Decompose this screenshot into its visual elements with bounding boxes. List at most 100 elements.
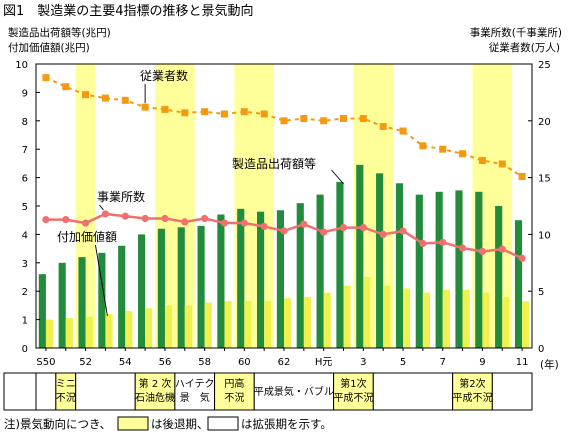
- bar-shipments-10: [495, 206, 503, 348]
- bar-value-added-9: [482, 292, 490, 348]
- x-tick-11: 11: [516, 357, 529, 368]
- point-employees-4: [379, 122, 387, 130]
- keiki-cell-label-3-0: 第 2 次: [139, 377, 172, 390]
- x-tick-S50: S50: [36, 357, 55, 368]
- point-employees-59: [220, 110, 228, 118]
- x-tick-H元: H元: [315, 357, 333, 368]
- point-employees-60: [240, 108, 248, 116]
- bar-value-added-58: [204, 302, 212, 348]
- y-right-tick-10: 10: [538, 230, 551, 241]
- keiki-cell-5: [214, 372, 255, 411]
- point-employees-52: [82, 91, 90, 99]
- point-establishments-S50: [42, 216, 50, 224]
- keiki-cell-label-7-0: 第1次: [340, 377, 366, 390]
- bar-shipments-59: [217, 214, 225, 348]
- bar-value-added-53: [105, 313, 113, 348]
- keiki-cell-4: [174, 372, 216, 411]
- bar-shipments-3: [356, 164, 364, 348]
- keiki-cell-label-6-0: 平成景気・バブル: [254, 385, 334, 398]
- y-left-tick-0: 0: [22, 344, 28, 355]
- bar-value-added-6: [422, 292, 431, 348]
- x-tick-9: 9: [479, 357, 485, 368]
- bar-shipments-9: [475, 191, 483, 348]
- bar-shipments-60: [237, 208, 245, 348]
- keiki-cell-label-9-1: 平成不況: [452, 392, 492, 404]
- bar-shipments-5: [395, 183, 404, 348]
- bar-value-added-4: [383, 285, 391, 348]
- point-employees-S50: [42, 74, 50, 82]
- point-employees-5: [399, 127, 407, 135]
- y-left-tick-1: 1: [22, 316, 28, 327]
- keiki-cell-label-3-1: 石油危機: [135, 391, 175, 404]
- annotation-establishments: 事業所数: [97, 189, 145, 204]
- bar-value-added-60: [244, 301, 252, 348]
- bar-shipments-11: [514, 220, 523, 348]
- point-establishments-53: [101, 210, 110, 218]
- point-employees-11: [518, 172, 526, 180]
- x-tick-60: 60: [238, 357, 251, 368]
- point-employees-54: [121, 96, 129, 104]
- legend-expansion-swatch: [207, 416, 239, 431]
- point-employees-2: [340, 115, 348, 123]
- keiki-cell-label-4-1: 景 気: [180, 391, 210, 404]
- right-axis-label-2: 従業者数(万人): [489, 41, 560, 54]
- y-left-tick-5: 5: [22, 202, 28, 213]
- point-employees-H元: [320, 117, 328, 125]
- footnote: 注)景気動向につき、 は後退期、 は拡張期を示す。: [4, 416, 332, 431]
- bar-value-added-2: [343, 285, 351, 348]
- point-establishments-11: [518, 254, 526, 262]
- bar-shipments-62: [276, 210, 284, 348]
- y-left-tick-2: 2: [22, 287, 28, 298]
- point-establishments-9: [478, 247, 486, 256]
- keiki-cell-10: [491, 372, 533, 411]
- bar-value-added-56: [164, 305, 173, 348]
- bar-shipments-56: [157, 228, 165, 348]
- legend-recession-swatch: [117, 416, 149, 431]
- point-establishments-58: [201, 214, 209, 223]
- y-left-tick-8: 8: [22, 117, 28, 128]
- annotation-leader-lines: [94, 84, 344, 316]
- bar-shipments-H元: [316, 194, 324, 348]
- bar-shipments-57: [177, 227, 185, 348]
- keiki-cell-label-1-1: 不況: [56, 392, 76, 404]
- y-left-tick-10: 10: [15, 60, 28, 71]
- y-left-tick-7: 7: [22, 145, 28, 156]
- footnote-mid: は後退期、: [151, 417, 209, 431]
- keiki-cell-label-9-0: 第2次: [459, 377, 485, 390]
- bar-value-added-59: [224, 301, 232, 348]
- y-right-tick-0: 0: [538, 344, 544, 355]
- bar-shipments-51: [58, 262, 66, 348]
- bar-value-added-7: [442, 289, 450, 348]
- keiki-cell-6: [253, 372, 335, 411]
- bar-value-added-52: [85, 316, 93, 348]
- point-employees-63: [300, 115, 308, 123]
- leader-shipments: [331, 169, 344, 185]
- keiki-cell-3: [134, 372, 176, 411]
- bar-shipments-58: [197, 225, 205, 348]
- point-employees-62: [280, 117, 288, 125]
- keiki-cell-8: [372, 372, 454, 411]
- x-tick-54: 54: [119, 357, 132, 368]
- point-establishments-56: [161, 214, 169, 223]
- bar-shipments-S50: [38, 274, 46, 348]
- point-establishments-5: [399, 227, 407, 235]
- footnote-prefix: 注)景気動向につき、: [4, 417, 111, 431]
- x-unit-label: (年): [540, 358, 559, 371]
- right-axis-label-1: 事業所数(千事業所): [470, 26, 562, 39]
- y-left-tick-6: 6: [22, 174, 28, 185]
- annotation-employees: 従業者数: [140, 68, 188, 83]
- point-employees-55: [141, 103, 149, 111]
- chart-title: 図1 製造業の主要4指標の推移と景気動向: [3, 3, 254, 19]
- bar-value-added-62: [284, 298, 292, 348]
- bar-shipments-53: [98, 252, 106, 348]
- keiki-cell-label-5-0: 円高: [224, 377, 244, 390]
- bar-value-added-5: [403, 288, 411, 348]
- bar-shipments-54: [118, 245, 126, 348]
- bar-shipments-6: [415, 194, 423, 348]
- keiki-cell-label-7-1: 平成不況: [333, 392, 373, 404]
- point-establishments-63: [300, 220, 308, 228]
- bar-value-added-57: [184, 305, 192, 348]
